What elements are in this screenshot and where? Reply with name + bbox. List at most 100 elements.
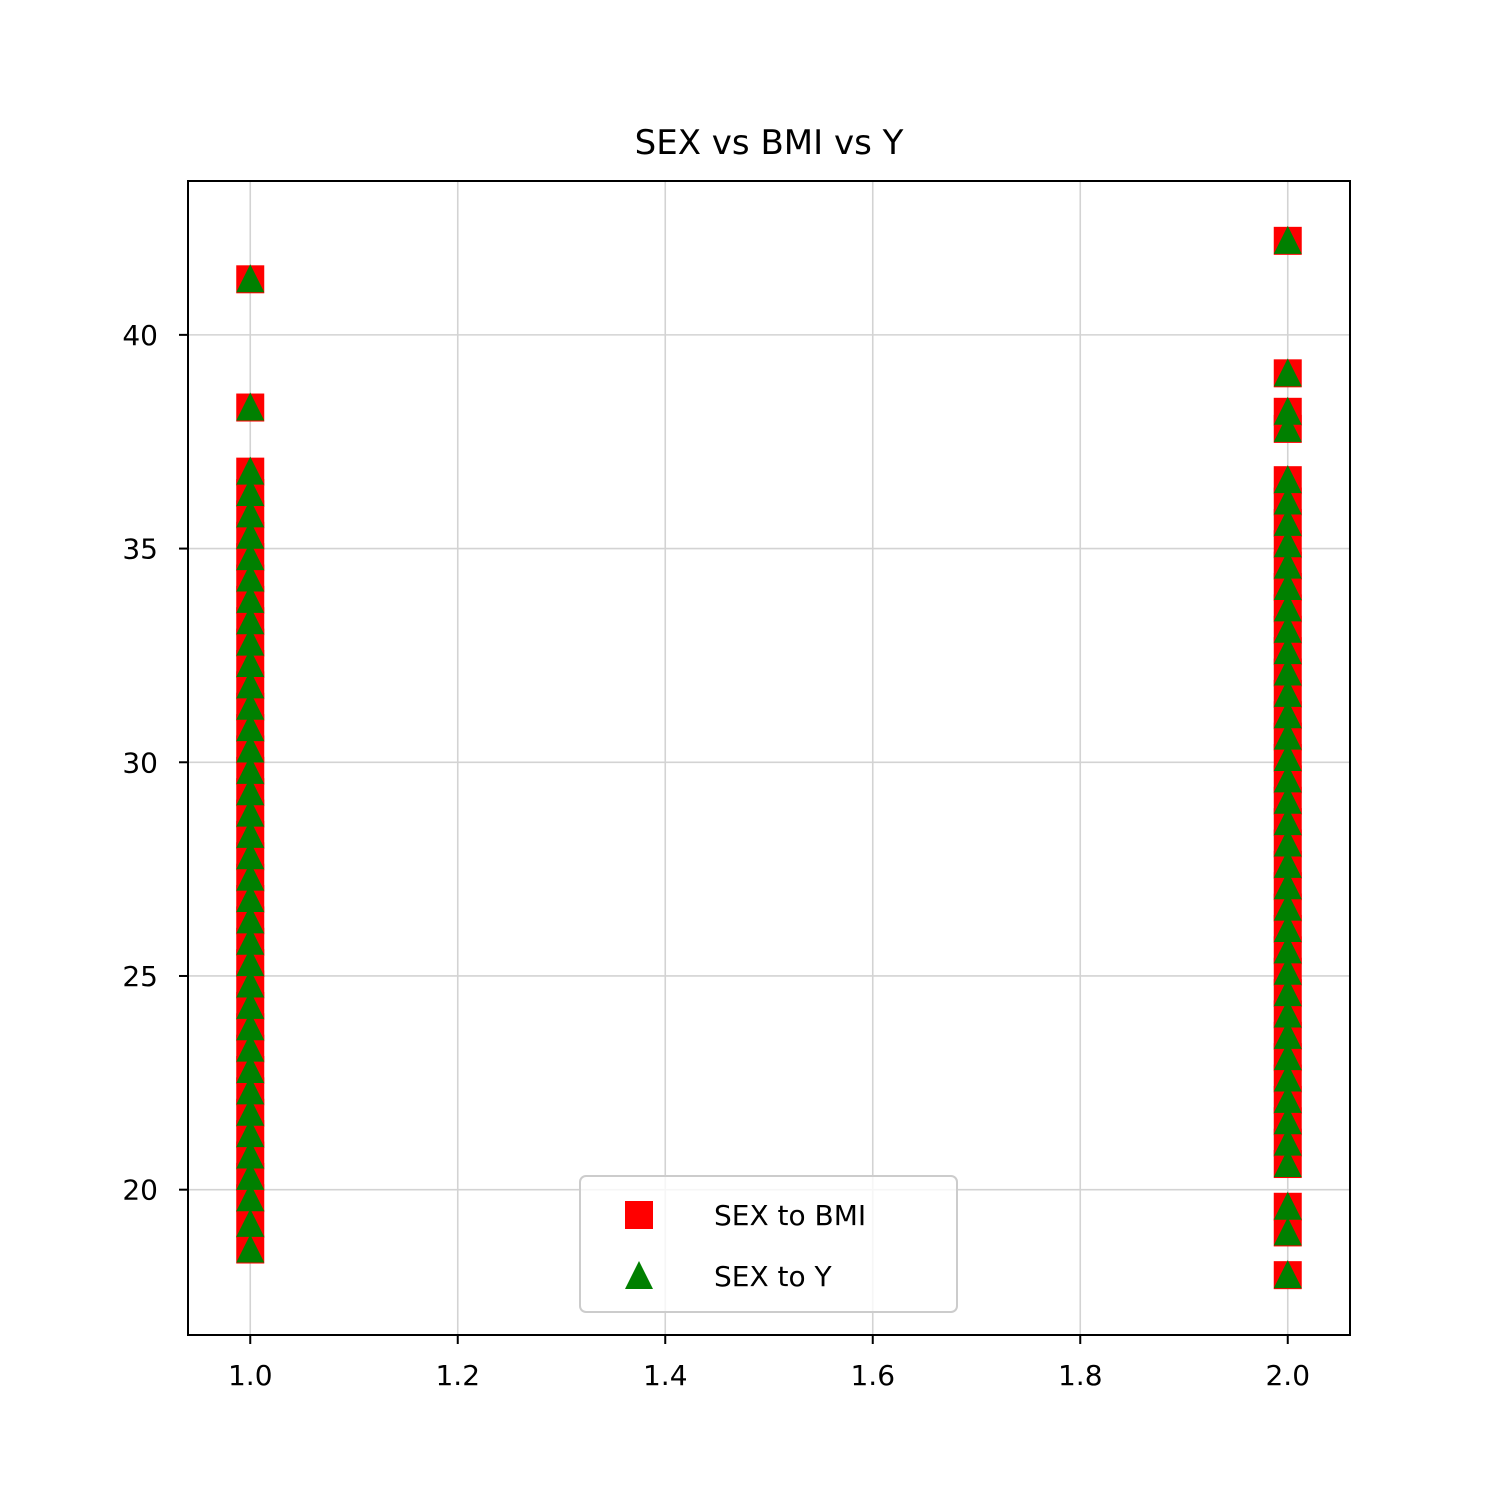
y-point <box>236 584 265 613</box>
y-point <box>236 884 265 913</box>
y-point <box>1273 935 1302 964</box>
y-point <box>236 1012 265 1041</box>
y-point <box>236 648 265 677</box>
y-point <box>1273 721 1302 750</box>
legend: SEX to BMI SEX to Y <box>579 1175 958 1313</box>
y-tick-label: 30 <box>122 746 158 779</box>
y-point <box>1273 358 1302 387</box>
y-point <box>236 670 265 699</box>
y-point <box>1273 657 1302 686</box>
y-point <box>236 1076 265 1105</box>
y-point <box>236 713 265 742</box>
legend-label: SEX to Y <box>714 1260 833 1293</box>
y-point <box>1273 828 1302 857</box>
grid-lines <box>188 181 1350 1335</box>
y-point <box>236 1183 265 1212</box>
y-point <box>1273 807 1302 836</box>
y-point <box>236 691 265 720</box>
y-point <box>1273 225 1302 254</box>
y-point <box>236 734 265 763</box>
y-point <box>1273 1217 1302 1246</box>
y-point <box>1273 1127 1302 1156</box>
y-point <box>236 1033 265 1062</box>
y-point <box>1273 678 1302 707</box>
y-point <box>236 990 265 1019</box>
y-point <box>236 542 265 571</box>
y-point <box>1273 1191 1302 1220</box>
y-tick-label: 25 <box>122 960 158 993</box>
y-point <box>236 1119 265 1148</box>
y-point <box>236 627 265 656</box>
legend-label: SEX to BMI <box>714 1199 866 1232</box>
y-point <box>236 755 265 784</box>
y-point <box>1273 1260 1302 1289</box>
y-point <box>236 905 265 934</box>
legend-square-marker <box>625 1201 653 1229</box>
y-point <box>1273 785 1302 814</box>
y-tick-label: 35 <box>122 533 158 566</box>
y-point <box>1273 999 1302 1028</box>
y-point <box>1273 1106 1302 1135</box>
x-tick-label: 1.0 <box>228 1359 273 1392</box>
x-tick-label: 2.0 <box>1265 1359 1310 1392</box>
y-point <box>236 862 265 891</box>
y-point <box>1273 593 1302 622</box>
y-point <box>1273 636 1302 665</box>
data-points <box>236 225 1302 1290</box>
y-point <box>236 1161 265 1190</box>
y-point <box>1273 529 1302 558</box>
y-point <box>236 798 265 827</box>
y-point <box>236 841 265 870</box>
y-point <box>1273 1084 1302 1113</box>
y-point <box>1273 700 1302 729</box>
legend-triangle-marker <box>625 1261 653 1289</box>
y-point <box>1273 614 1302 643</box>
y-point <box>236 478 265 507</box>
y-point <box>1273 1020 1302 1049</box>
y-point <box>236 926 265 955</box>
y-point <box>236 392 265 421</box>
x-tick-label: 1.2 <box>435 1359 480 1392</box>
plot-frame <box>187 180 1351 1336</box>
y-point <box>236 777 265 806</box>
chart-title: SEX vs BMI vs Y <box>635 123 904 163</box>
y-point <box>1273 871 1302 900</box>
y-point <box>236 1234 265 1263</box>
x-tick-label: 1.6 <box>850 1359 895 1392</box>
y-point <box>1273 743 1302 771</box>
y-point <box>236 1097 265 1126</box>
y-point <box>236 499 265 528</box>
y-point <box>1273 849 1302 878</box>
y-point <box>236 520 265 549</box>
y-point <box>236 1140 265 1169</box>
y-point <box>1273 956 1302 985</box>
x-tick-label: 1.8 <box>1058 1359 1103 1392</box>
y-point <box>1273 1063 1302 1092</box>
y-point <box>1273 1042 1302 1071</box>
y-point <box>1273 892 1302 921</box>
y-point <box>236 1055 265 1084</box>
y-point <box>1273 978 1302 1007</box>
y-point <box>1273 396 1302 425</box>
y-point <box>1273 1149 1302 1178</box>
y-point <box>236 819 265 848</box>
y-point <box>1273 913 1302 942</box>
y-point <box>1273 764 1302 793</box>
y-point <box>1273 486 1302 515</box>
y-point <box>236 1208 265 1237</box>
y-point <box>1273 465 1302 494</box>
y-point <box>236 456 265 485</box>
y-point <box>1273 507 1302 536</box>
y-tick-label: 40 <box>122 319 158 352</box>
y-point <box>236 606 265 635</box>
axis-ticks: 1.0 1.2 1.4 1.6 1.8 2.0 20 25 30 35 40 <box>122 319 1310 1392</box>
y-tick-label: 20 <box>122 1174 158 1207</box>
y-point <box>236 563 265 592</box>
x-tick-label: 1.4 <box>643 1359 688 1392</box>
y-point <box>236 969 265 998</box>
y-point <box>236 264 265 293</box>
y-point <box>1273 572 1302 601</box>
y-point <box>236 948 265 977</box>
legend-box <box>579 1175 958 1313</box>
